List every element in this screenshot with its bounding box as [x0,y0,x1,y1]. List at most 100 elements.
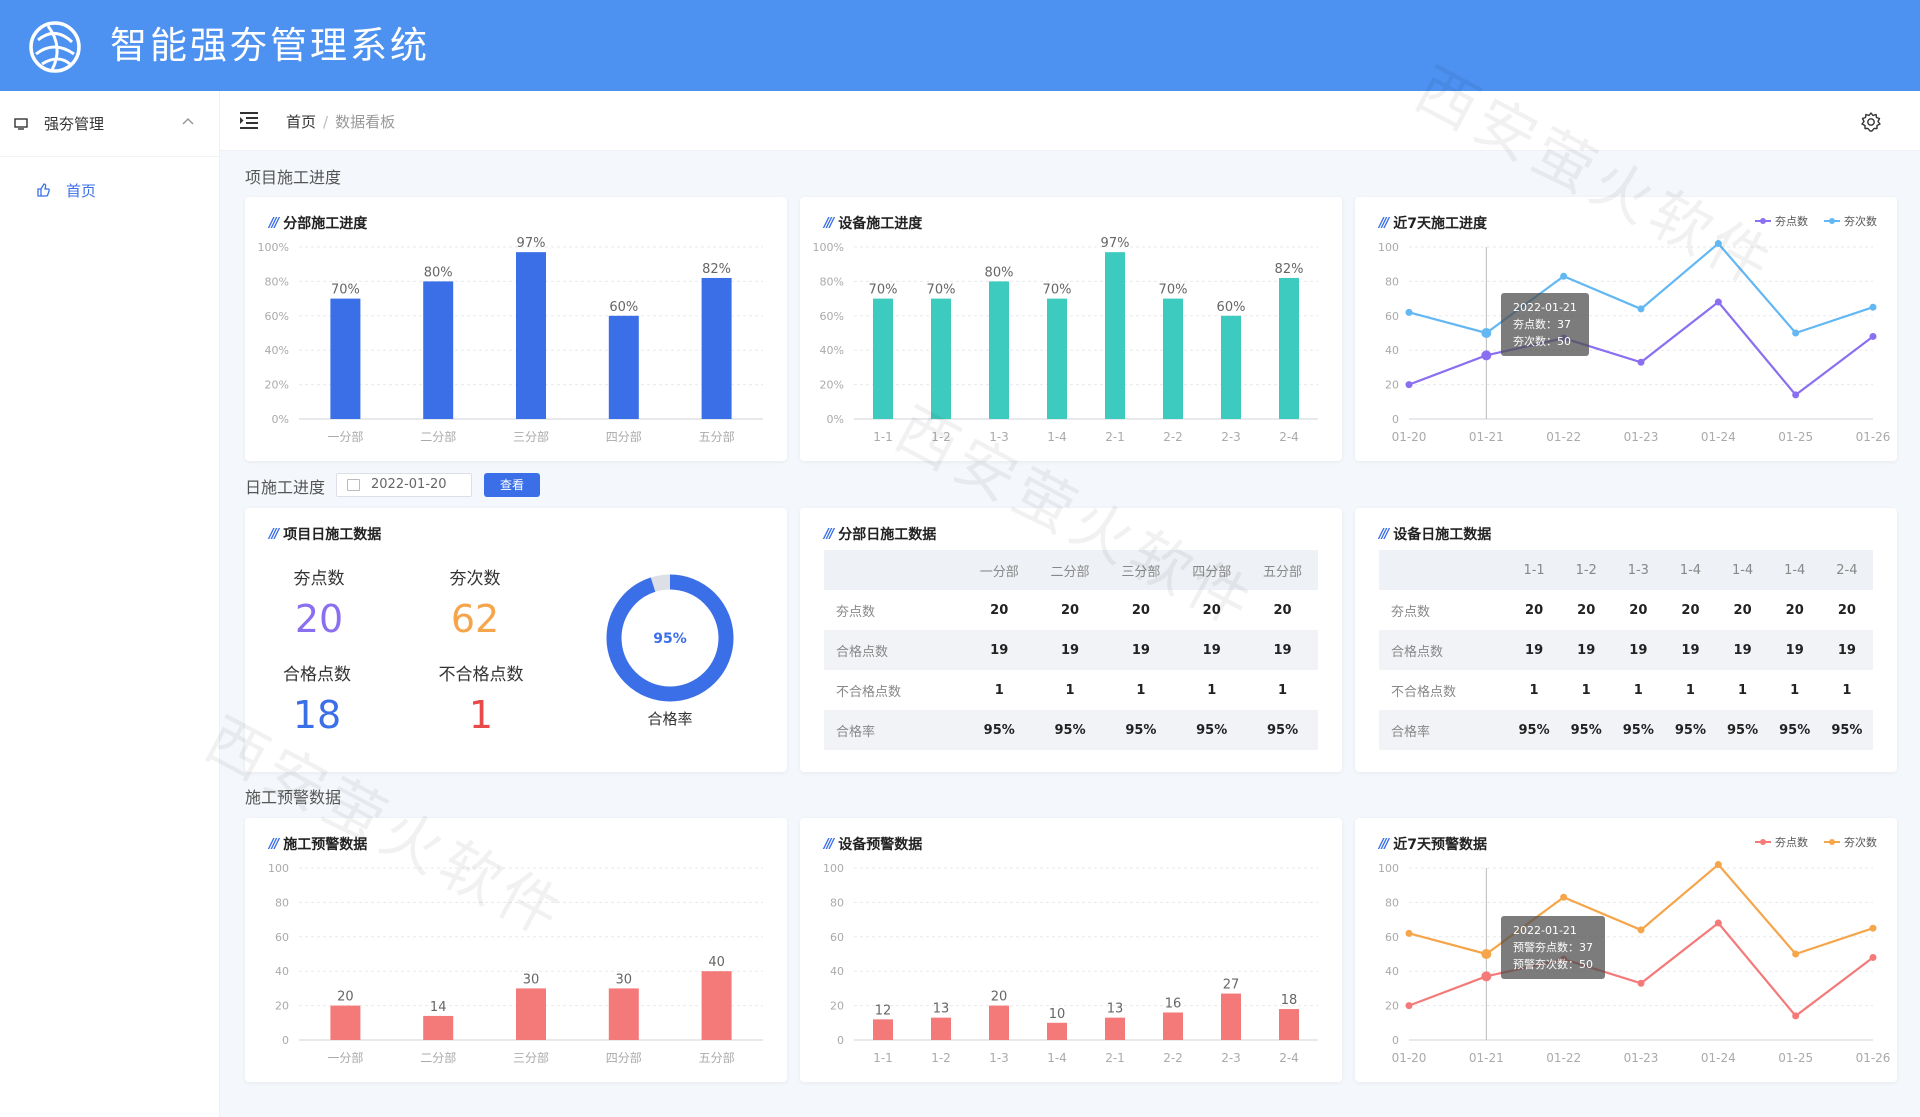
data-point[interactable] [1481,949,1492,959]
bar[interactable] [1279,1009,1299,1040]
gear-icon[interactable] [1860,111,1882,133]
sidebar-group-tamping[interactable]: 强夯管理 [0,91,219,157]
table-row-label: 不合格点数 [1391,684,1457,700]
card-device-warning: 0 20 40 60 80 100 12 1-1 13 1-2 20 1-3 10 1-4 13 2-1 16 2… [800,818,1342,1082]
bar[interactable] [516,252,546,419]
bar[interactable] [1163,1012,1183,1040]
table-cell: 1 [1529,682,1539,698]
bar[interactable] [608,988,639,1040]
bar[interactable] [1163,298,1183,419]
bar[interactable] [423,281,454,419]
bar[interactable] [1047,298,1067,419]
table-header-row: 一分部 二分部 三分部 四分部 五分部 [824,550,1318,590]
series-line [1408,921,1874,1018]
bar[interactable] [1221,315,1241,419]
bar[interactable] [701,277,732,419]
y-tick-label: 0 [1392,413,1399,426]
view-button[interactable]: 查看 [484,473,540,497]
data-point[interactable] [1637,926,1645,934]
card-title-text: 设备预警数据 [838,837,923,853]
bar[interactable] [989,1005,1009,1040]
bar[interactable] [1279,277,1299,419]
card-dept-progress: 0% 20% 40% 60% 80% 100% 70% 一分部 80% 二分部 97% 三分部 60% 四… [245,197,787,461]
donut-arc [606,574,734,702]
bar-chart: 0% 20% 40% 60% 80% 100% 70% 一分部 80% 二分部 97% 三分部 60% 四… [258,236,763,444]
chevron-up-icon[interactable] [179,113,197,131]
card-title: /// 分部日施工数据 [824,524,936,544]
data-point[interactable] [1792,950,1800,958]
data-point[interactable] [1869,303,1877,311]
series-line [1408,300,1874,397]
data-point[interactable] [1481,328,1492,338]
data-point[interactable] [1637,358,1645,366]
thumb-icon [37,183,50,197]
section-title-daily: 日施工进度 [245,478,326,497]
bar[interactable] [873,298,893,419]
y-tick-label: 60 [830,931,844,944]
data-point[interactable] [1481,350,1492,361]
bar[interactable] [516,988,546,1040]
data-point[interactable] [1714,298,1722,306]
sidebar-item-home[interactable]: 首页 [0,157,219,223]
bar-value-label: 20 [337,990,354,1005]
bar[interactable] [1105,252,1125,419]
data-point[interactable] [1714,240,1722,248]
data-point[interactable] [1792,1012,1800,1020]
bar[interactable] [608,315,639,419]
table-cell: 1 [1685,682,1695,698]
top-header: 智能强夯管理系统 [0,0,1920,91]
data-point[interactable] [1869,924,1877,932]
x-tick-label: 01-24 [1701,1051,1736,1065]
bar[interactable] [701,971,732,1040]
data-point[interactable] [1714,919,1722,927]
title-slashes-icon: /// [269,526,279,542]
x-tick-label: 四分部 [606,429,642,444]
data-point[interactable] [1869,332,1877,340]
bar[interactable] [1105,1017,1125,1040]
legend-marker [1755,218,1771,224]
bar[interactable] [931,298,951,419]
bar[interactable] [330,298,361,419]
data-point[interactable] [1637,305,1645,313]
data-point[interactable] [1714,861,1722,869]
legend-item[interactable]: 夯次数 [1824,213,1877,229]
bar-value-label: 70% [1043,283,1072,298]
table-cell: 1 [1581,682,1591,698]
card-title: /// 项目日施工数据 [269,524,381,544]
data-point[interactable] [1560,893,1568,901]
bar[interactable] [423,1015,454,1040]
legend-item[interactable]: 夯点数 [1755,213,1808,229]
data-point[interactable] [1560,272,1568,280]
table-row-label: 合格率 [1379,710,1509,750]
data-point[interactable] [1792,391,1800,399]
menu-fold-icon[interactable] [238,109,260,131]
breadcrumb-home[interactable]: 首页 [286,113,317,131]
bar[interactable] [330,1005,361,1040]
legend-item[interactable]: 夯次数 [1824,834,1877,850]
card-title-text: 近7天预警数据 [1393,837,1487,853]
bar[interactable] [931,1017,951,1040]
data-point[interactable] [1405,929,1413,937]
date-input[interactable]: 2022-01-20 [336,473,472,497]
data-point[interactable] [1405,1002,1413,1010]
y-tick-label: 40 [830,965,844,978]
tooltip-line: 预警夯点数：37 [1513,941,1593,954]
bar[interactable] [1047,1022,1067,1040]
data-point[interactable] [1405,381,1413,389]
x-tick-label: 01-21 [1469,430,1504,444]
breadcrumb: 首页 / 数据看板 [286,111,395,132]
bar[interactable] [873,1019,893,1040]
table-cell: 95% [1664,710,1717,750]
bar[interactable] [989,281,1009,419]
table-cell: 95% [1105,710,1177,750]
table-cell: 19 [1508,630,1561,670]
data-point[interactable] [1637,979,1645,987]
data-point[interactable] [1869,953,1877,961]
x-tick-label: 2-3 [1221,1051,1241,1065]
data-point[interactable] [1792,329,1800,337]
data-point[interactable] [1481,971,1492,982]
data-point[interactable] [1405,308,1413,316]
legend-item[interactable]: 夯点数 [1755,834,1808,850]
bar[interactable] [1221,993,1241,1040]
y-tick-label: 20% [265,379,289,392]
